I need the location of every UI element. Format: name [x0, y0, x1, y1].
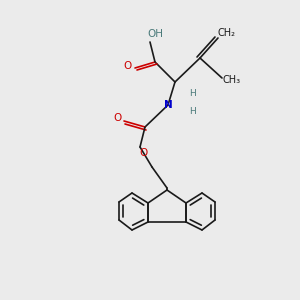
- Text: OH: OH: [147, 29, 163, 39]
- Text: H: H: [189, 88, 195, 98]
- Text: H: H: [189, 107, 195, 116]
- Text: O: O: [123, 61, 131, 71]
- Text: N: N: [164, 100, 172, 110]
- Text: O: O: [113, 113, 121, 123]
- Text: O: O: [139, 148, 147, 158]
- Text: CH₂: CH₂: [217, 28, 235, 38]
- Text: CH₃: CH₃: [223, 75, 241, 85]
